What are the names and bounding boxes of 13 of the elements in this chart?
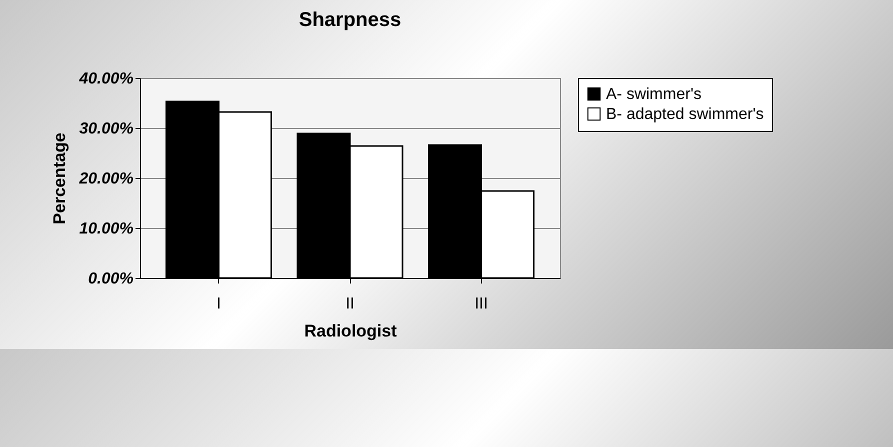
y-axis-title: Percentage	[50, 132, 70, 224]
legend-label: A- swimmer's	[606, 86, 702, 103]
legend-label: B- adapted swimmer's	[606, 106, 764, 123]
y-tick-label: 10.00%	[79, 220, 134, 238]
y-tick-label: 20.00%	[78, 170, 134, 188]
y-tick-label: 30.00%	[79, 120, 134, 138]
y-tick-label: 40.00%	[78, 70, 134, 88]
y-tick-label: 0.00%	[88, 270, 134, 288]
x-tick-label: III	[474, 296, 488, 312]
x-tick-label: I	[216, 296, 221, 312]
chart-title: Sharpness	[298, 9, 402, 31]
x-tick-label: II	[346, 296, 354, 312]
x-axis-title: Radiologist	[304, 322, 398, 340]
